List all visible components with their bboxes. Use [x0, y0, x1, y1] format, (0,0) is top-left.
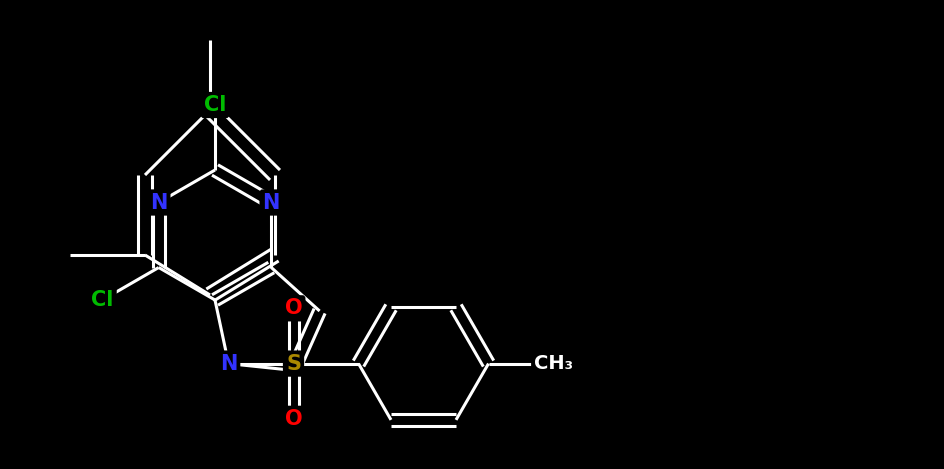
Text: CH₃: CH₃ [533, 354, 572, 373]
Text: O: O [284, 298, 302, 318]
Text: S: S [286, 354, 301, 374]
Text: N: N [220, 354, 237, 374]
Text: Cl: Cl [92, 290, 113, 310]
Text: O: O [284, 409, 302, 429]
Text: N: N [150, 192, 167, 212]
Text: Cl: Cl [204, 95, 226, 115]
Text: N: N [262, 192, 279, 212]
